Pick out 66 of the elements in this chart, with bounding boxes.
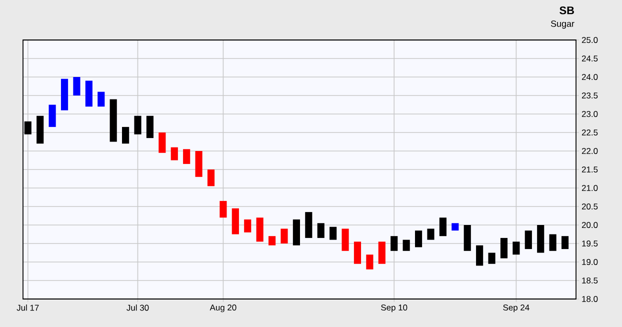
y-tick-label: 24.0 <box>582 74 598 80</box>
bar <box>488 252 496 264</box>
y-tick-label: 19.0 <box>582 259 598 265</box>
y-tick-label: 24.5 <box>582 56 598 62</box>
bar <box>402 240 410 251</box>
x-tick-label: Sep 24 <box>503 304 530 312</box>
bar <box>158 132 166 153</box>
bar <box>280 228 288 244</box>
bar <box>134 116 142 134</box>
bar <box>110 99 117 142</box>
bar <box>549 234 556 251</box>
bar <box>524 230 532 250</box>
y-tick-label: 19.5 <box>582 240 598 246</box>
y-tick-label: 23.0 <box>582 111 598 117</box>
bar <box>48 104 56 127</box>
y-tick-label: 20.0 <box>582 222 598 228</box>
bar <box>537 225 544 253</box>
bar <box>476 245 484 266</box>
y-tick-label: 22.5 <box>582 130 598 136</box>
bar <box>36 116 44 144</box>
x-tick-label: Sep 10 <box>381 304 408 312</box>
y-tick-label: 25.0 <box>582 37 598 43</box>
bar <box>195 151 202 177</box>
x-tick-label: Jul 17 <box>16 304 39 311</box>
bar <box>60 78 68 110</box>
bar <box>220 200 227 218</box>
bar <box>366 254 374 270</box>
bar <box>390 236 398 251</box>
bar <box>439 218 446 236</box>
bar <box>98 92 105 107</box>
y-tick-label: 18.0 <box>582 296 598 302</box>
bar <box>73 77 80 96</box>
y-tick-label: 18.5 <box>582 278 598 284</box>
y-tick-label: 21.5 <box>582 166 598 172</box>
y-tick-label: 20.5 <box>582 204 598 210</box>
y-tick-label: 22.0 <box>582 148 598 154</box>
bar <box>330 226 337 240</box>
chart-title: SB <box>560 6 574 14</box>
bar <box>464 225 471 251</box>
bar <box>317 223 324 238</box>
bar <box>146 116 154 138</box>
bar <box>232 208 239 234</box>
bar <box>207 170 215 186</box>
bar <box>183 149 190 164</box>
bar <box>427 228 434 240</box>
y-tick-label: 21.0 <box>582 185 598 191</box>
x-tick-label: Jul 30 <box>126 304 149 311</box>
bar <box>452 223 459 231</box>
bar <box>512 242 520 255</box>
y-tick-label: 23.5 <box>582 92 598 98</box>
bar <box>305 212 312 238</box>
bar <box>378 242 386 264</box>
bar <box>500 238 508 258</box>
bar <box>244 219 252 232</box>
bar <box>342 228 349 251</box>
chart-subtitle: Sugar <box>550 20 574 29</box>
bar <box>85 80 92 107</box>
bar <box>561 236 569 250</box>
bar <box>256 218 264 242</box>
bar <box>122 126 130 144</box>
bar <box>292 219 300 246</box>
bar <box>354 242 362 264</box>
bar <box>414 230 422 248</box>
bar <box>268 236 276 246</box>
bar <box>170 147 178 160</box>
x-tick-label: Aug 20 <box>210 304 236 312</box>
